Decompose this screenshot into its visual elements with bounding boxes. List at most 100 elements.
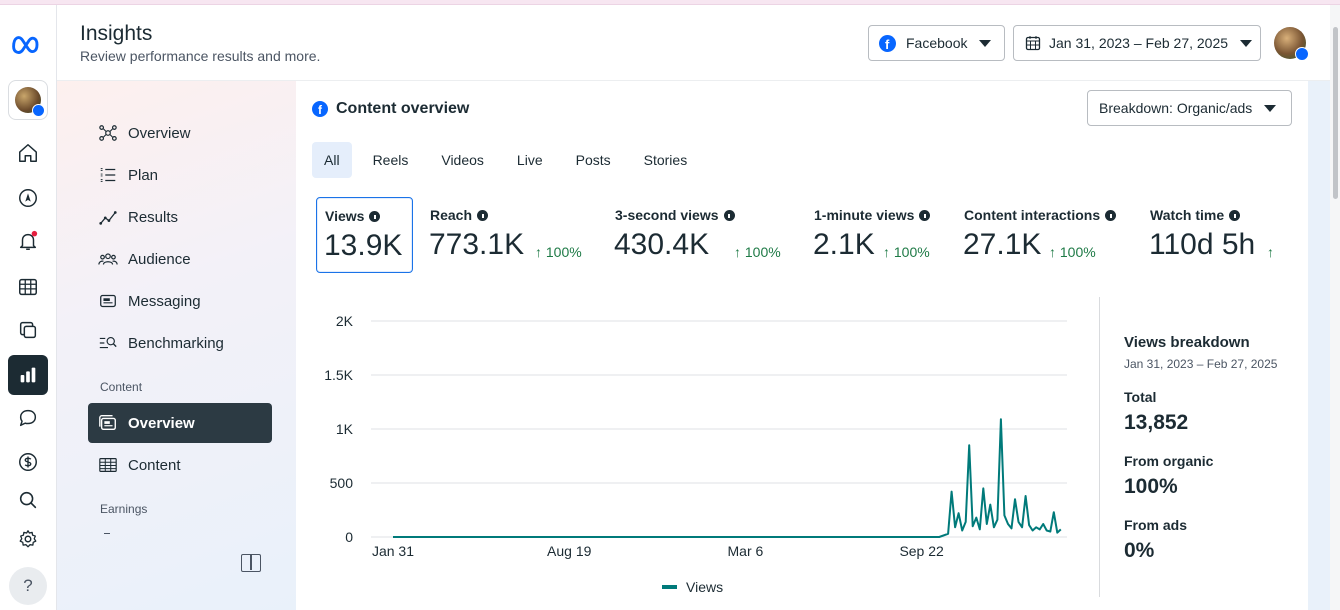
dollar-icon[interactable]	[8, 442, 48, 482]
chat-icon[interactable]	[8, 398, 48, 438]
tab-posts[interactable]: Posts	[575, 152, 611, 168]
organic-value: 100%	[1124, 475, 1178, 498]
left-rail: ?	[0, 5, 57, 610]
benchmark-icon	[97, 332, 119, 354]
metric-card-content-interactions[interactable]: Content interactions 27.1K ↑ 100%	[956, 197, 1136, 273]
list-icon	[97, 164, 119, 186]
metric-label: Content interactions	[964, 207, 1101, 223]
scrollbar-thumb[interactable]	[1333, 27, 1338, 199]
tab-all[interactable]: All	[312, 142, 352, 178]
total-label: Total	[1124, 389, 1157, 405]
bell-icon[interactable]	[8, 221, 48, 261]
content-type-tabs: All Reels Videos Live Posts Stories	[312, 142, 708, 178]
total-value: 13,852	[1124, 411, 1189, 434]
x-tick-label: Aug 19	[547, 543, 592, 559]
insights-icon[interactable]	[8, 355, 48, 395]
metric-card-1-minute-views[interactable]: 1-minute views 2.1K ↑ 100%	[806, 197, 951, 273]
table-icon	[97, 454, 119, 476]
y-tick-label: 1K	[336, 421, 354, 437]
avatar	[15, 87, 45, 117]
facebook-badge-icon	[32, 104, 45, 117]
nav-plan[interactable]: Plan	[88, 155, 272, 195]
breakdown-title: Views breakdown	[1124, 334, 1250, 351]
x-tick-label: Mar 6	[728, 543, 764, 559]
nav-messaging[interactable]: Messaging	[88, 281, 272, 321]
legend-label: Views	[686, 579, 723, 595]
settings-icon[interactable]	[8, 519, 48, 559]
info-icon[interactable]	[369, 210, 381, 222]
nav-results[interactable]: Results	[88, 197, 272, 237]
metric-delta: ↑ 100%	[535, 244, 582, 260]
section-title: Content overview	[336, 100, 470, 117]
x-tick-label: Jan 31	[372, 543, 414, 559]
x-tick-label: Sep 22	[899, 543, 944, 559]
info-icon[interactable]	[723, 209, 735, 221]
organic-label: From organic	[1124, 453, 1214, 469]
chevron-down-icon	[1240, 39, 1253, 47]
help-icon[interactable]: ?	[9, 567, 47, 605]
page-header: Insights Review performance results and …	[57, 5, 1340, 81]
metric-label: Reach	[430, 207, 473, 223]
tab-stories[interactable]: Stories	[643, 152, 688, 168]
page-scrollbar[interactable]	[1330, 5, 1340, 610]
tab-live[interactable]: Live	[516, 152, 543, 168]
metric-value: 2.1K	[813, 228, 875, 261]
chevron-down-icon	[1264, 104, 1277, 112]
section-label-content: Content	[100, 380, 143, 394]
y-tick-label: 1.5K	[324, 367, 353, 383]
meta-logo-icon[interactable]	[8, 23, 48, 63]
y-tick-label: 2K	[336, 313, 354, 329]
nav-audience[interactable]: Audience	[88, 239, 272, 279]
facebook-icon: f	[879, 34, 896, 52]
metric-card-views[interactable]: Views 13.9K	[316, 197, 413, 273]
metric-value: 773.1K	[429, 228, 525, 261]
platform-dropdown[interactable]: f Facebook	[868, 25, 1005, 61]
breakdown-date-range: Jan 31, 2023 – Feb 27, 2025	[1124, 357, 1278, 371]
pages-icon[interactable]	[8, 310, 48, 350]
top-accent-bar	[0, 0, 1340, 5]
grid-table-icon[interactable]	[8, 267, 48, 307]
y-tick-label: 500	[330, 475, 354, 491]
message-icon	[97, 290, 119, 312]
metric-value: 430.4K	[614, 228, 710, 261]
section-label-earnings: Earnings	[100, 502, 148, 516]
metric-label: Watch time	[1150, 207, 1225, 223]
metric-label: 1-minute views	[814, 207, 915, 223]
info-icon[interactable]	[1229, 209, 1241, 221]
info-icon[interactable]	[477, 209, 489, 221]
calendar-icon	[1025, 35, 1041, 51]
profile-avatar[interactable]	[1274, 27, 1309, 61]
tab-videos[interactable]: Videos	[441, 152, 484, 168]
tab-reels[interactable]: Reels	[372, 152, 409, 168]
breakdown-dropdown[interactable]: Breakdown: Organic/ads	[1087, 90, 1292, 126]
date-range-dropdown[interactable]: Jan 31, 2023 – Feb 27, 2025	[1013, 25, 1261, 61]
nav-overview[interactable]: Overview	[88, 113, 272, 153]
metric-card-reach[interactable]: Reach 773.1K ↑ 100%	[422, 197, 602, 273]
truncated-nav-item	[104, 533, 110, 534]
metric-delta: ↑ 100%	[883, 244, 930, 260]
account-switcher[interactable]	[8, 80, 48, 120]
ads-label: From ads	[1124, 517, 1188, 533]
home-icon[interactable]	[8, 133, 48, 173]
page-title: Insights	[80, 22, 153, 45]
metric-card-watch-time[interactable]: Watch time 110d 5h ↑	[1142, 197, 1296, 273]
nav-content[interactable]: Content	[88, 445, 272, 485]
facebook-badge-icon	[1295, 47, 1309, 61]
nav-content-overview[interactable]: Overview	[88, 403, 272, 443]
network-icon	[97, 122, 119, 144]
search-icon[interactable]	[8, 480, 48, 520]
metric-value: 27.1K	[963, 228, 1042, 261]
chevron-down-icon	[979, 39, 992, 47]
collapse-sidebar-icon[interactable]	[241, 554, 261, 572]
metric-delta: ↑	[1267, 244, 1274, 260]
compass-icon[interactable]	[8, 178, 48, 218]
y-tick-label: 0	[345, 529, 353, 545]
right-gutter	[1308, 81, 1330, 610]
info-icon[interactable]	[919, 209, 931, 221]
metric-label: 3-second views	[615, 207, 719, 223]
metric-label: Views	[325, 208, 365, 224]
metric-card-3-second-views[interactable]: 3-second views 430.4K ↑ 100%	[607, 197, 797, 273]
divider	[1099, 297, 1100, 597]
info-icon[interactable]	[1105, 209, 1117, 221]
nav-benchmarking[interactable]: Benchmarking	[88, 323, 272, 363]
